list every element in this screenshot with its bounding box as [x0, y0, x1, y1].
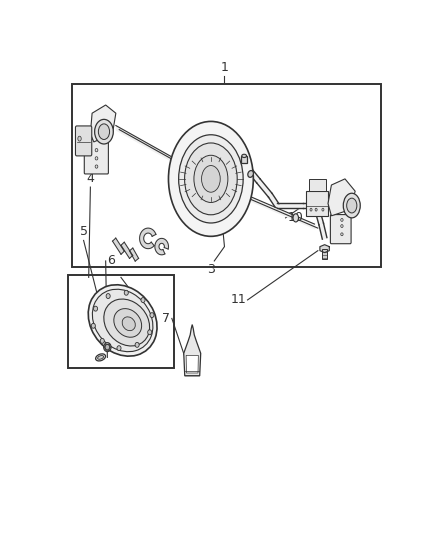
Polygon shape	[130, 248, 138, 261]
Ellipse shape	[95, 149, 98, 152]
Ellipse shape	[343, 193, 360, 218]
Ellipse shape	[104, 299, 150, 346]
Bar	[68, 276, 173, 368]
FancyBboxPatch shape	[75, 126, 92, 156]
Ellipse shape	[106, 294, 110, 298]
Text: 1: 1	[221, 61, 228, 74]
Ellipse shape	[169, 122, 253, 236]
Text: 9: 9	[223, 179, 231, 191]
Ellipse shape	[105, 344, 110, 350]
Bar	[309, 179, 326, 191]
Ellipse shape	[315, 208, 317, 211]
Polygon shape	[268, 193, 279, 207]
Ellipse shape	[293, 214, 298, 222]
FancyBboxPatch shape	[84, 140, 108, 174]
Polygon shape	[140, 228, 156, 248]
Ellipse shape	[104, 343, 111, 352]
Ellipse shape	[179, 135, 243, 223]
Polygon shape	[303, 203, 314, 208]
Polygon shape	[328, 179, 355, 216]
Ellipse shape	[201, 166, 220, 192]
Ellipse shape	[150, 313, 154, 318]
Polygon shape	[243, 163, 248, 168]
Ellipse shape	[92, 289, 153, 352]
Polygon shape	[155, 238, 169, 255]
Polygon shape	[121, 242, 133, 259]
Ellipse shape	[95, 157, 98, 160]
Polygon shape	[257, 179, 272, 197]
Text: 8: 8	[223, 168, 231, 181]
Polygon shape	[319, 223, 327, 239]
Text: 6: 6	[107, 254, 115, 268]
Polygon shape	[245, 165, 260, 183]
Ellipse shape	[91, 324, 95, 328]
Polygon shape	[184, 325, 201, 376]
Ellipse shape	[347, 198, 357, 213]
Ellipse shape	[122, 317, 135, 330]
Ellipse shape	[95, 165, 98, 168]
Text: 11: 11	[231, 294, 247, 306]
Ellipse shape	[310, 208, 312, 211]
Ellipse shape	[341, 219, 343, 221]
Ellipse shape	[94, 306, 98, 311]
Ellipse shape	[148, 330, 152, 335]
Ellipse shape	[194, 155, 228, 203]
Text: 7: 7	[162, 312, 170, 325]
Ellipse shape	[99, 124, 110, 140]
Ellipse shape	[98, 356, 103, 359]
Ellipse shape	[78, 136, 81, 141]
Text: 4: 4	[86, 172, 94, 185]
Ellipse shape	[341, 224, 343, 228]
Ellipse shape	[88, 285, 157, 356]
Bar	[72, 84, 381, 267]
Ellipse shape	[124, 290, 128, 295]
Bar	[241, 156, 247, 163]
Ellipse shape	[341, 233, 343, 236]
Ellipse shape	[248, 171, 254, 177]
Polygon shape	[312, 204, 320, 213]
Text: 2: 2	[127, 288, 135, 301]
Text: 5: 5	[80, 225, 88, 238]
Polygon shape	[90, 105, 116, 142]
Polygon shape	[113, 238, 124, 254]
FancyBboxPatch shape	[330, 215, 351, 244]
Ellipse shape	[184, 143, 237, 215]
Ellipse shape	[95, 119, 113, 144]
Ellipse shape	[114, 309, 141, 337]
Ellipse shape	[242, 154, 247, 158]
Bar	[322, 248, 327, 259]
Ellipse shape	[100, 338, 104, 343]
Ellipse shape	[117, 346, 121, 351]
Text: 3: 3	[207, 263, 215, 276]
Ellipse shape	[322, 208, 324, 211]
Ellipse shape	[95, 354, 106, 361]
Bar	[306, 191, 328, 216]
Text: 10: 10	[287, 212, 303, 224]
Polygon shape	[315, 211, 324, 225]
Polygon shape	[277, 203, 303, 208]
Ellipse shape	[135, 342, 139, 348]
Ellipse shape	[141, 297, 145, 303]
Polygon shape	[320, 245, 329, 253]
Polygon shape	[186, 356, 198, 373]
